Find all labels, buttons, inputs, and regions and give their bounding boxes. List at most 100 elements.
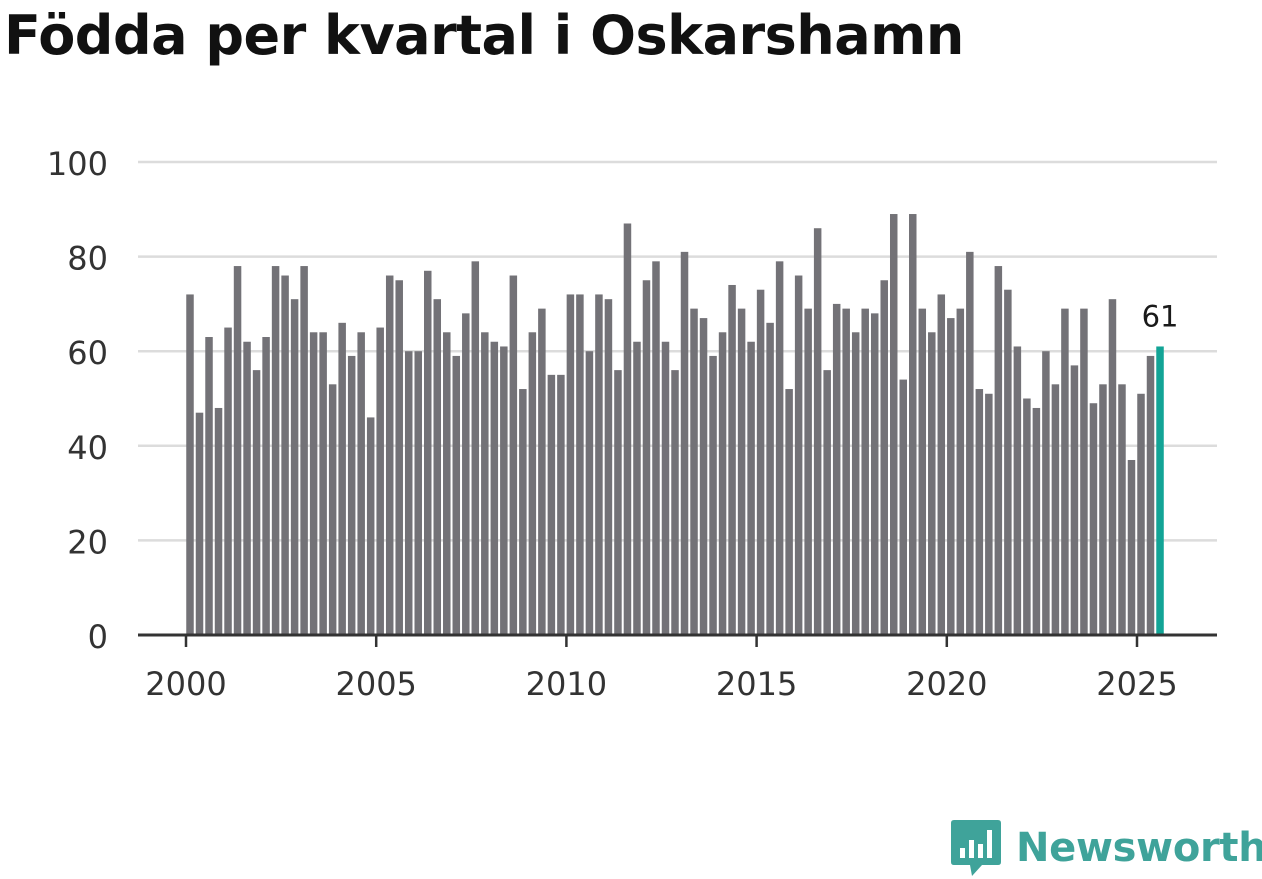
- bar: [271, 266, 280, 635]
- x-tick-label: 2010: [526, 665, 607, 703]
- bar: [395, 280, 403, 635]
- logo-text: Newsworthy: [1016, 825, 1262, 871]
- bar: [1108, 299, 1117, 635]
- bar: [747, 341, 755, 635]
- bar: [861, 308, 869, 635]
- bar: [842, 308, 850, 635]
- bar: [566, 294, 575, 635]
- x-tick-label: 2000: [145, 665, 226, 703]
- bar: [775, 261, 784, 635]
- bar: [233, 266, 242, 635]
- bar: [300, 266, 308, 635]
- bar: [452, 355, 461, 635]
- bar: [661, 341, 670, 635]
- bar: [1137, 393, 1145, 635]
- bar: [471, 261, 480, 635]
- bar: [195, 412, 204, 635]
- bar: [1118, 384, 1126, 635]
- bar: [1013, 346, 1022, 635]
- y-tick-label: 60: [67, 334, 108, 372]
- bar: [252, 370, 261, 635]
- bar: [623, 223, 632, 636]
- bar: [785, 389, 793, 635]
- bar: [756, 289, 765, 635]
- bar: [338, 322, 346, 635]
- bar-chart: 0 20 40 60 80 100 61 2000 2005 2010 2015 2020 2025: [47, 145, 1217, 703]
- data-label: 61: [1142, 299, 1179, 333]
- bar: [1089, 403, 1098, 635]
- bar: [186, 294, 194, 635]
- bar: [224, 327, 232, 635]
- bar: [766, 322, 774, 635]
- bar: [1042, 351, 1050, 635]
- bar: [899, 379, 907, 635]
- bar: [528, 332, 537, 635]
- bar: [1023, 398, 1031, 635]
- bar: [928, 332, 936, 635]
- bar: [433, 299, 442, 635]
- bar: [281, 275, 289, 635]
- bar: [994, 266, 1003, 635]
- bar: [1099, 384, 1107, 635]
- bar: [319, 332, 327, 635]
- x-tick-label: 2015: [716, 665, 797, 703]
- bar: [652, 261, 660, 635]
- bar: [832, 303, 841, 635]
- bar: [680, 251, 689, 635]
- bar: [956, 308, 965, 635]
- bar: [870, 313, 879, 635]
- bar-highlight: [1156, 346, 1164, 635]
- bar: [347, 355, 356, 635]
- bar: [614, 370, 622, 635]
- bar: [595, 294, 603, 635]
- bar: [728, 284, 736, 635]
- y-tick-label: 100: [47, 145, 108, 183]
- bar: [718, 332, 727, 635]
- bar: [481, 332, 489, 635]
- bar: [214, 407, 223, 635]
- bar: [357, 332, 365, 635]
- bar: [290, 299, 299, 635]
- bar: [414, 351, 422, 635]
- bar: [813, 228, 822, 635]
- bar: [1004, 289, 1012, 635]
- bar: [1146, 355, 1155, 635]
- bar: [1080, 308, 1088, 635]
- bar: [985, 393, 993, 635]
- y-tick-label: 80: [67, 240, 108, 278]
- bar: [918, 308, 927, 635]
- bar: [576, 294, 584, 635]
- bar: [937, 294, 946, 635]
- bar: [1051, 384, 1060, 635]
- bar: [243, 341, 251, 635]
- bar: [966, 251, 974, 635]
- bar: [975, 389, 984, 635]
- labels: 0 20 40 60 80 100 61 2000 2005 2010 2015 2020 2025: [47, 145, 1179, 703]
- bars: [186, 214, 1164, 636]
- bar: [880, 280, 888, 635]
- bar: [462, 313, 470, 635]
- axes: [138, 633, 1217, 647]
- y-tick-label: 20: [67, 523, 108, 561]
- bar: [519, 389, 527, 635]
- bar: [509, 275, 518, 635]
- bar: [538, 308, 546, 635]
- bar: [309, 332, 318, 635]
- y-tick-label: 0: [88, 618, 108, 656]
- newsworthy-logo: Newsworthy: [950, 818, 1262, 878]
- x-tick-label: 2020: [906, 665, 987, 703]
- bar: [385, 275, 394, 635]
- bar: [205, 337, 213, 635]
- bar: [557, 374, 565, 635]
- bar: [709, 355, 717, 635]
- bar: [366, 417, 375, 635]
- bar: [1061, 308, 1069, 635]
- bar: [909, 214, 917, 635]
- bar: [794, 275, 803, 635]
- bar: [443, 332, 451, 635]
- x-tick-label: 2005: [335, 665, 416, 703]
- bar: [804, 308, 812, 635]
- bar: [585, 351, 594, 635]
- bar: [262, 337, 270, 635]
- bar: [851, 332, 860, 635]
